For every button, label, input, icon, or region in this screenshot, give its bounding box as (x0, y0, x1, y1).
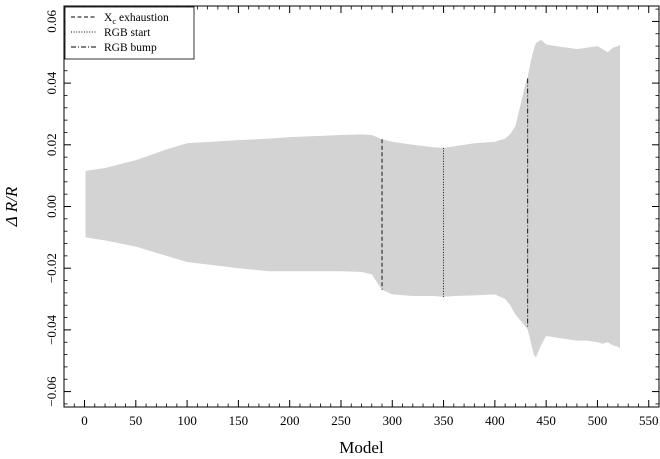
y-tick-label: 0.00 (44, 195, 59, 218)
y-tick-label: 0.04 (44, 71, 59, 94)
x-axis-title: Model (339, 438, 384, 457)
x-tick-label: 150 (229, 413, 249, 428)
x-tick-label: 250 (331, 413, 351, 428)
y-tick-label: 0.02 (44, 133, 59, 156)
uncertainty-band (85, 39, 621, 358)
x-tick-label: 0 (81, 413, 88, 428)
legend-label-2: RGB bump (104, 42, 157, 54)
x-tick-label: 50 (129, 413, 142, 428)
x-tick-label: 450 (536, 413, 556, 428)
legend-label-0: Xc exhaustion (104, 12, 169, 26)
tick-layer: 0 50 100 150 200 250 300 350 400 450 500 550 −0.06 −0… (44, 6, 660, 428)
legend-box (64, 6, 195, 60)
y-tick-label: 0.06 (44, 10, 59, 33)
x-tick-label: 550 (639, 413, 659, 428)
x-tick-label: 350 (434, 413, 454, 428)
y-tick-label: −0.04 (44, 314, 59, 345)
x-tick-label: 500 (588, 413, 608, 428)
x-tick-label: 300 (383, 413, 403, 428)
band-layer (85, 39, 621, 358)
x-tick-label: 400 (485, 413, 505, 428)
y-axis-title: Δ R/R (2, 186, 21, 227)
y-tick-label: −0.06 (44, 376, 59, 407)
legend-label-1: RGB start (104, 27, 151, 39)
marker-layer (381, 78, 529, 329)
x-tick-label: 100 (177, 413, 197, 428)
x-tick-label: 200 (280, 413, 300, 428)
y-tick-label: −0.02 (44, 253, 59, 283)
